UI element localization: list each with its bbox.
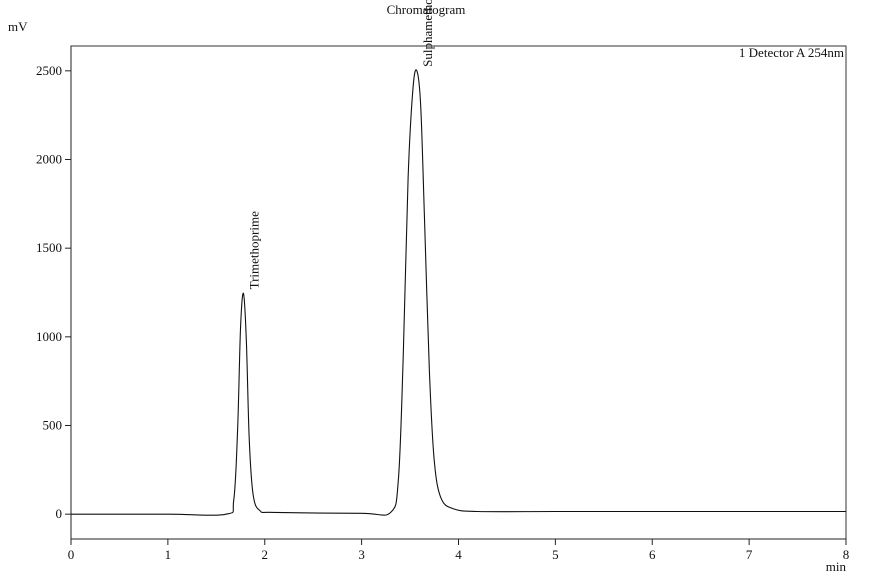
annotation-peak-sulphamethoxazole: Sulphamethoxazole [420, 0, 435, 67]
y-ticks: 0 500 1000 1500 2000 2500 [36, 63, 71, 521]
y-tick-label: 0 [56, 506, 63, 521]
plot-frame [70, 45, 847, 540]
y-axis-label: mV [8, 19, 28, 34]
x-tick-label: 3 [358, 547, 365, 562]
x-tick-label: 1 [165, 547, 172, 562]
annotation-peak-trimethoprime: Trimethoprime [246, 211, 261, 289]
y-tick-label: 1500 [36, 240, 62, 255]
y-tick-label: 1000 [36, 329, 62, 344]
chart-title: Chromatogram [387, 2, 466, 17]
y-tick-label: 2500 [36, 63, 62, 78]
series-line-detector-a [70, 69, 846, 516]
x-tick-label: 2 [262, 547, 269, 562]
x-tick-label: 0 [68, 547, 75, 562]
x-tick-label: 5 [552, 547, 559, 562]
legend-detector-label: 1 Detector A 254nm [739, 45, 844, 60]
y-tick-label: 2000 [36, 151, 62, 166]
x-tick-label: 7 [746, 547, 753, 562]
x-tick-label: 4 [455, 547, 462, 562]
x-tick-label: 6 [649, 547, 656, 562]
y-tick-label: 500 [43, 418, 63, 433]
x-tick-label: 8 [843, 547, 850, 562]
x-axis-label: min [826, 559, 847, 574]
x-ticks: 0 1 2 3 4 5 6 7 8 [68, 539, 850, 562]
